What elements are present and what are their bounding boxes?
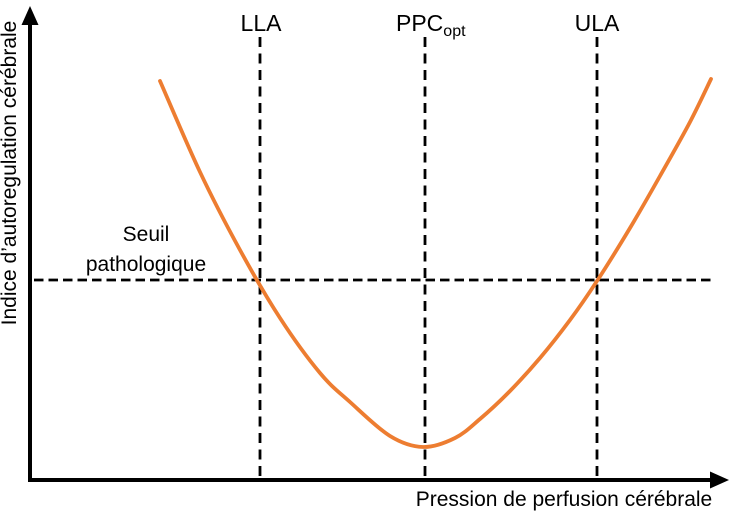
x-axis-arrow-icon [710,471,729,489]
threshold-label-line2: pathologique [86,253,206,276]
threshold-label-line1: Seuil [123,223,170,246]
vertical-dashed-lines [258,37,599,478]
ppc-opt-label-subscript: opt [443,23,466,40]
ppc-opt-label-main: PPC [396,10,443,36]
y-axis-arrow-icon [21,6,39,25]
lla-label: LLA [241,10,283,36]
ppc-opt-label: PPCopt [396,10,466,40]
y-axis-title: Indice d’autoregulation cérébrale [0,21,21,326]
ula-label: ULA [575,10,620,36]
x-axis-title: Pression de perfusion cérébrale [416,488,713,511]
autoregulation-curve [158,77,713,449]
axes [28,22,714,482]
